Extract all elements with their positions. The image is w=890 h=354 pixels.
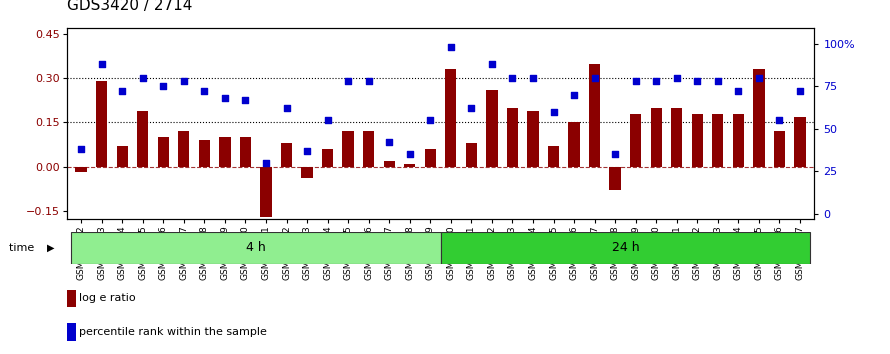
Bar bbox=[753, 69, 765, 166]
Point bbox=[198, 88, 212, 94]
Bar bbox=[794, 116, 805, 166]
Bar bbox=[322, 149, 333, 166]
Bar bbox=[281, 143, 292, 166]
Bar bbox=[239, 137, 251, 166]
Point bbox=[669, 75, 684, 81]
Point bbox=[526, 75, 540, 81]
Point bbox=[361, 78, 376, 84]
Bar bbox=[425, 149, 436, 166]
Point bbox=[341, 78, 355, 84]
Bar bbox=[404, 164, 416, 166]
Point bbox=[690, 78, 704, 84]
Bar bbox=[610, 166, 621, 190]
Point bbox=[773, 118, 787, 123]
Point bbox=[115, 88, 129, 94]
Bar bbox=[67, 323, 76, 341]
Bar bbox=[651, 108, 662, 166]
Bar bbox=[343, 131, 354, 166]
Bar bbox=[71, 232, 441, 264]
Bar bbox=[363, 131, 375, 166]
Point bbox=[587, 75, 602, 81]
Point bbox=[752, 75, 766, 81]
Point bbox=[732, 88, 746, 94]
Text: 4 h: 4 h bbox=[246, 241, 265, 254]
Bar bbox=[506, 108, 518, 166]
Point bbox=[628, 78, 643, 84]
Bar bbox=[302, 166, 312, 178]
Bar bbox=[76, 166, 87, 172]
Point bbox=[608, 152, 622, 157]
Bar bbox=[137, 111, 149, 166]
Point bbox=[711, 78, 725, 84]
Point bbox=[649, 78, 663, 84]
Point bbox=[156, 84, 170, 89]
Bar bbox=[178, 131, 190, 166]
Bar bbox=[548, 146, 559, 166]
Bar bbox=[384, 161, 395, 166]
Text: 24 h: 24 h bbox=[611, 241, 639, 254]
Point bbox=[567, 92, 581, 98]
Bar bbox=[198, 140, 210, 166]
Bar bbox=[732, 114, 744, 166]
Point bbox=[423, 118, 437, 123]
Point bbox=[506, 75, 520, 81]
Point bbox=[259, 160, 273, 166]
Point bbox=[177, 78, 191, 84]
Point bbox=[94, 61, 109, 67]
Point bbox=[485, 61, 499, 67]
Bar bbox=[158, 137, 169, 166]
Text: ▶: ▶ bbox=[47, 243, 54, 253]
Bar bbox=[67, 290, 76, 307]
Bar bbox=[219, 137, 231, 166]
Text: percentile rank within the sample: percentile rank within the sample bbox=[79, 327, 267, 337]
Point bbox=[320, 118, 335, 123]
Text: time: time bbox=[9, 243, 37, 253]
Point bbox=[793, 88, 807, 94]
Bar bbox=[261, 166, 271, 217]
Text: GDS3420 / 2714: GDS3420 / 2714 bbox=[67, 0, 192, 13]
Bar bbox=[569, 122, 579, 166]
Point bbox=[444, 44, 458, 50]
Point bbox=[546, 109, 561, 115]
Bar bbox=[692, 114, 703, 166]
Point bbox=[74, 147, 88, 152]
Bar bbox=[117, 146, 128, 166]
Point bbox=[218, 95, 232, 101]
Bar bbox=[527, 111, 538, 166]
Bar bbox=[486, 90, 498, 166]
Point bbox=[465, 105, 479, 111]
Bar bbox=[96, 81, 108, 166]
Bar bbox=[773, 131, 785, 166]
Bar bbox=[630, 114, 642, 166]
Point bbox=[279, 105, 294, 111]
Bar bbox=[445, 69, 457, 166]
Point bbox=[402, 152, 417, 157]
Bar bbox=[589, 64, 600, 166]
Bar bbox=[671, 108, 683, 166]
Bar bbox=[441, 232, 810, 264]
Bar bbox=[465, 143, 477, 166]
Point bbox=[300, 148, 314, 154]
Point bbox=[135, 75, 150, 81]
Point bbox=[382, 139, 396, 145]
Point bbox=[239, 97, 253, 103]
Bar bbox=[712, 114, 724, 166]
Text: log e ratio: log e ratio bbox=[79, 293, 136, 303]
